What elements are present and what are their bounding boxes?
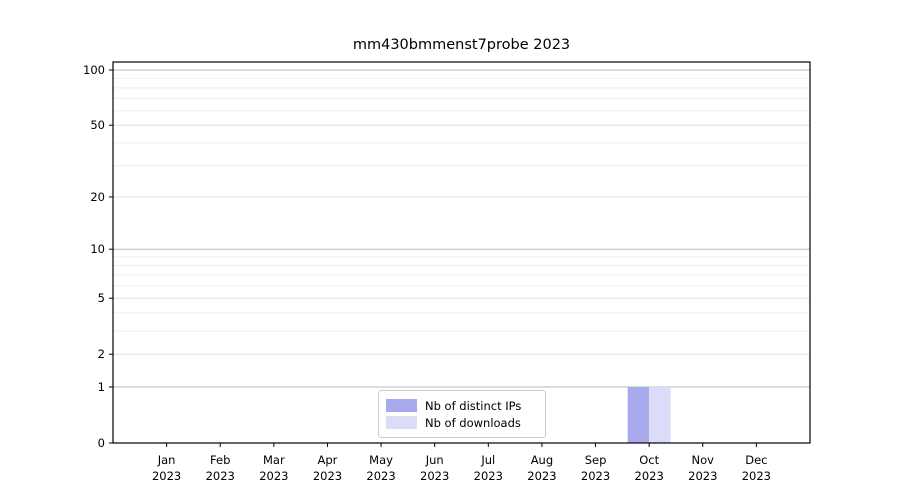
x-tick-label-year: 2023 bbox=[527, 469, 556, 483]
x-tick-label-year: 2023 bbox=[152, 469, 181, 483]
x-tick-label-month: Oct bbox=[639, 453, 659, 467]
y-tick-label: 20 bbox=[90, 190, 105, 204]
legend-label-distinct-ips: Nb of distinct IPs bbox=[425, 398, 522, 413]
x-tick-label-month: Sep bbox=[585, 453, 607, 467]
y-tick-label: 1 bbox=[98, 380, 105, 394]
x-tick-label-month: Apr bbox=[318, 453, 338, 467]
x-tick-label-year: 2023 bbox=[688, 469, 717, 483]
x-tick-label-year: 2023 bbox=[259, 469, 288, 483]
plot-border-rect bbox=[112, 61, 811, 444]
legend-item-distinct-ips: Nb of distinct IPs bbox=[386, 397, 538, 414]
x-tick-label-month: May bbox=[369, 453, 393, 467]
x-tick-label-month: Mar bbox=[263, 453, 285, 467]
y-tick-label: 50 bbox=[90, 118, 105, 132]
x-tick-label-year: 2023 bbox=[635, 469, 664, 483]
x-tick-label-month: Dec bbox=[745, 453, 767, 467]
x-tick-label-month: Jan bbox=[157, 453, 176, 467]
x-tick-label-month: Jun bbox=[425, 453, 444, 467]
gridlines bbox=[113, 69, 810, 388]
y-tick-label: 100 bbox=[83, 63, 105, 77]
y-axis: 0 1 2 5 10 20 50 100 bbox=[83, 63, 113, 450]
legend-swatch-distinct-ips bbox=[386, 399, 417, 412]
x-tick-label-year: 2023 bbox=[474, 469, 503, 483]
y-tick-label: 10 bbox=[90, 242, 105, 256]
x-tick-label-year: 2023 bbox=[313, 469, 342, 483]
legend-item-downloads: Nb of downloads bbox=[386, 414, 538, 431]
x-axis: Jan 2023 Feb 2023 Mar 2023 Apr 2023 May 2023 Jun 20… bbox=[152, 443, 771, 483]
plot-border bbox=[112, 61, 811, 444]
bar bbox=[649, 386, 671, 443]
y-tick-label: 5 bbox=[98, 291, 105, 305]
x-tick-label-year: 2023 bbox=[206, 469, 235, 483]
chart-title: mm430bmmenst7probe 2023 bbox=[352, 37, 571, 53]
x-tick-label-month: Jul bbox=[480, 453, 495, 467]
bar-series bbox=[627, 386, 671, 443]
x-tick-label-month: Nov bbox=[692, 453, 715, 467]
x-tick-label-year: 2023 bbox=[366, 469, 395, 483]
legend: Nb of distinct IPs Nb of downloads bbox=[378, 390, 546, 438]
x-tick-label-month: Aug bbox=[531, 453, 553, 467]
y-tick-label: 2 bbox=[98, 347, 105, 361]
bar bbox=[627, 386, 650, 443]
x-tick-label-month: Feb bbox=[210, 453, 230, 467]
x-tick-label-year: 2023 bbox=[581, 469, 610, 483]
x-tick-label-year: 2023 bbox=[742, 469, 771, 483]
y-tick-label: 0 bbox=[98, 436, 105, 450]
legend-label-downloads: Nb of downloads bbox=[425, 415, 521, 430]
legend-swatch-downloads bbox=[386, 416, 417, 429]
x-tick-label-year: 2023 bbox=[420, 469, 449, 483]
